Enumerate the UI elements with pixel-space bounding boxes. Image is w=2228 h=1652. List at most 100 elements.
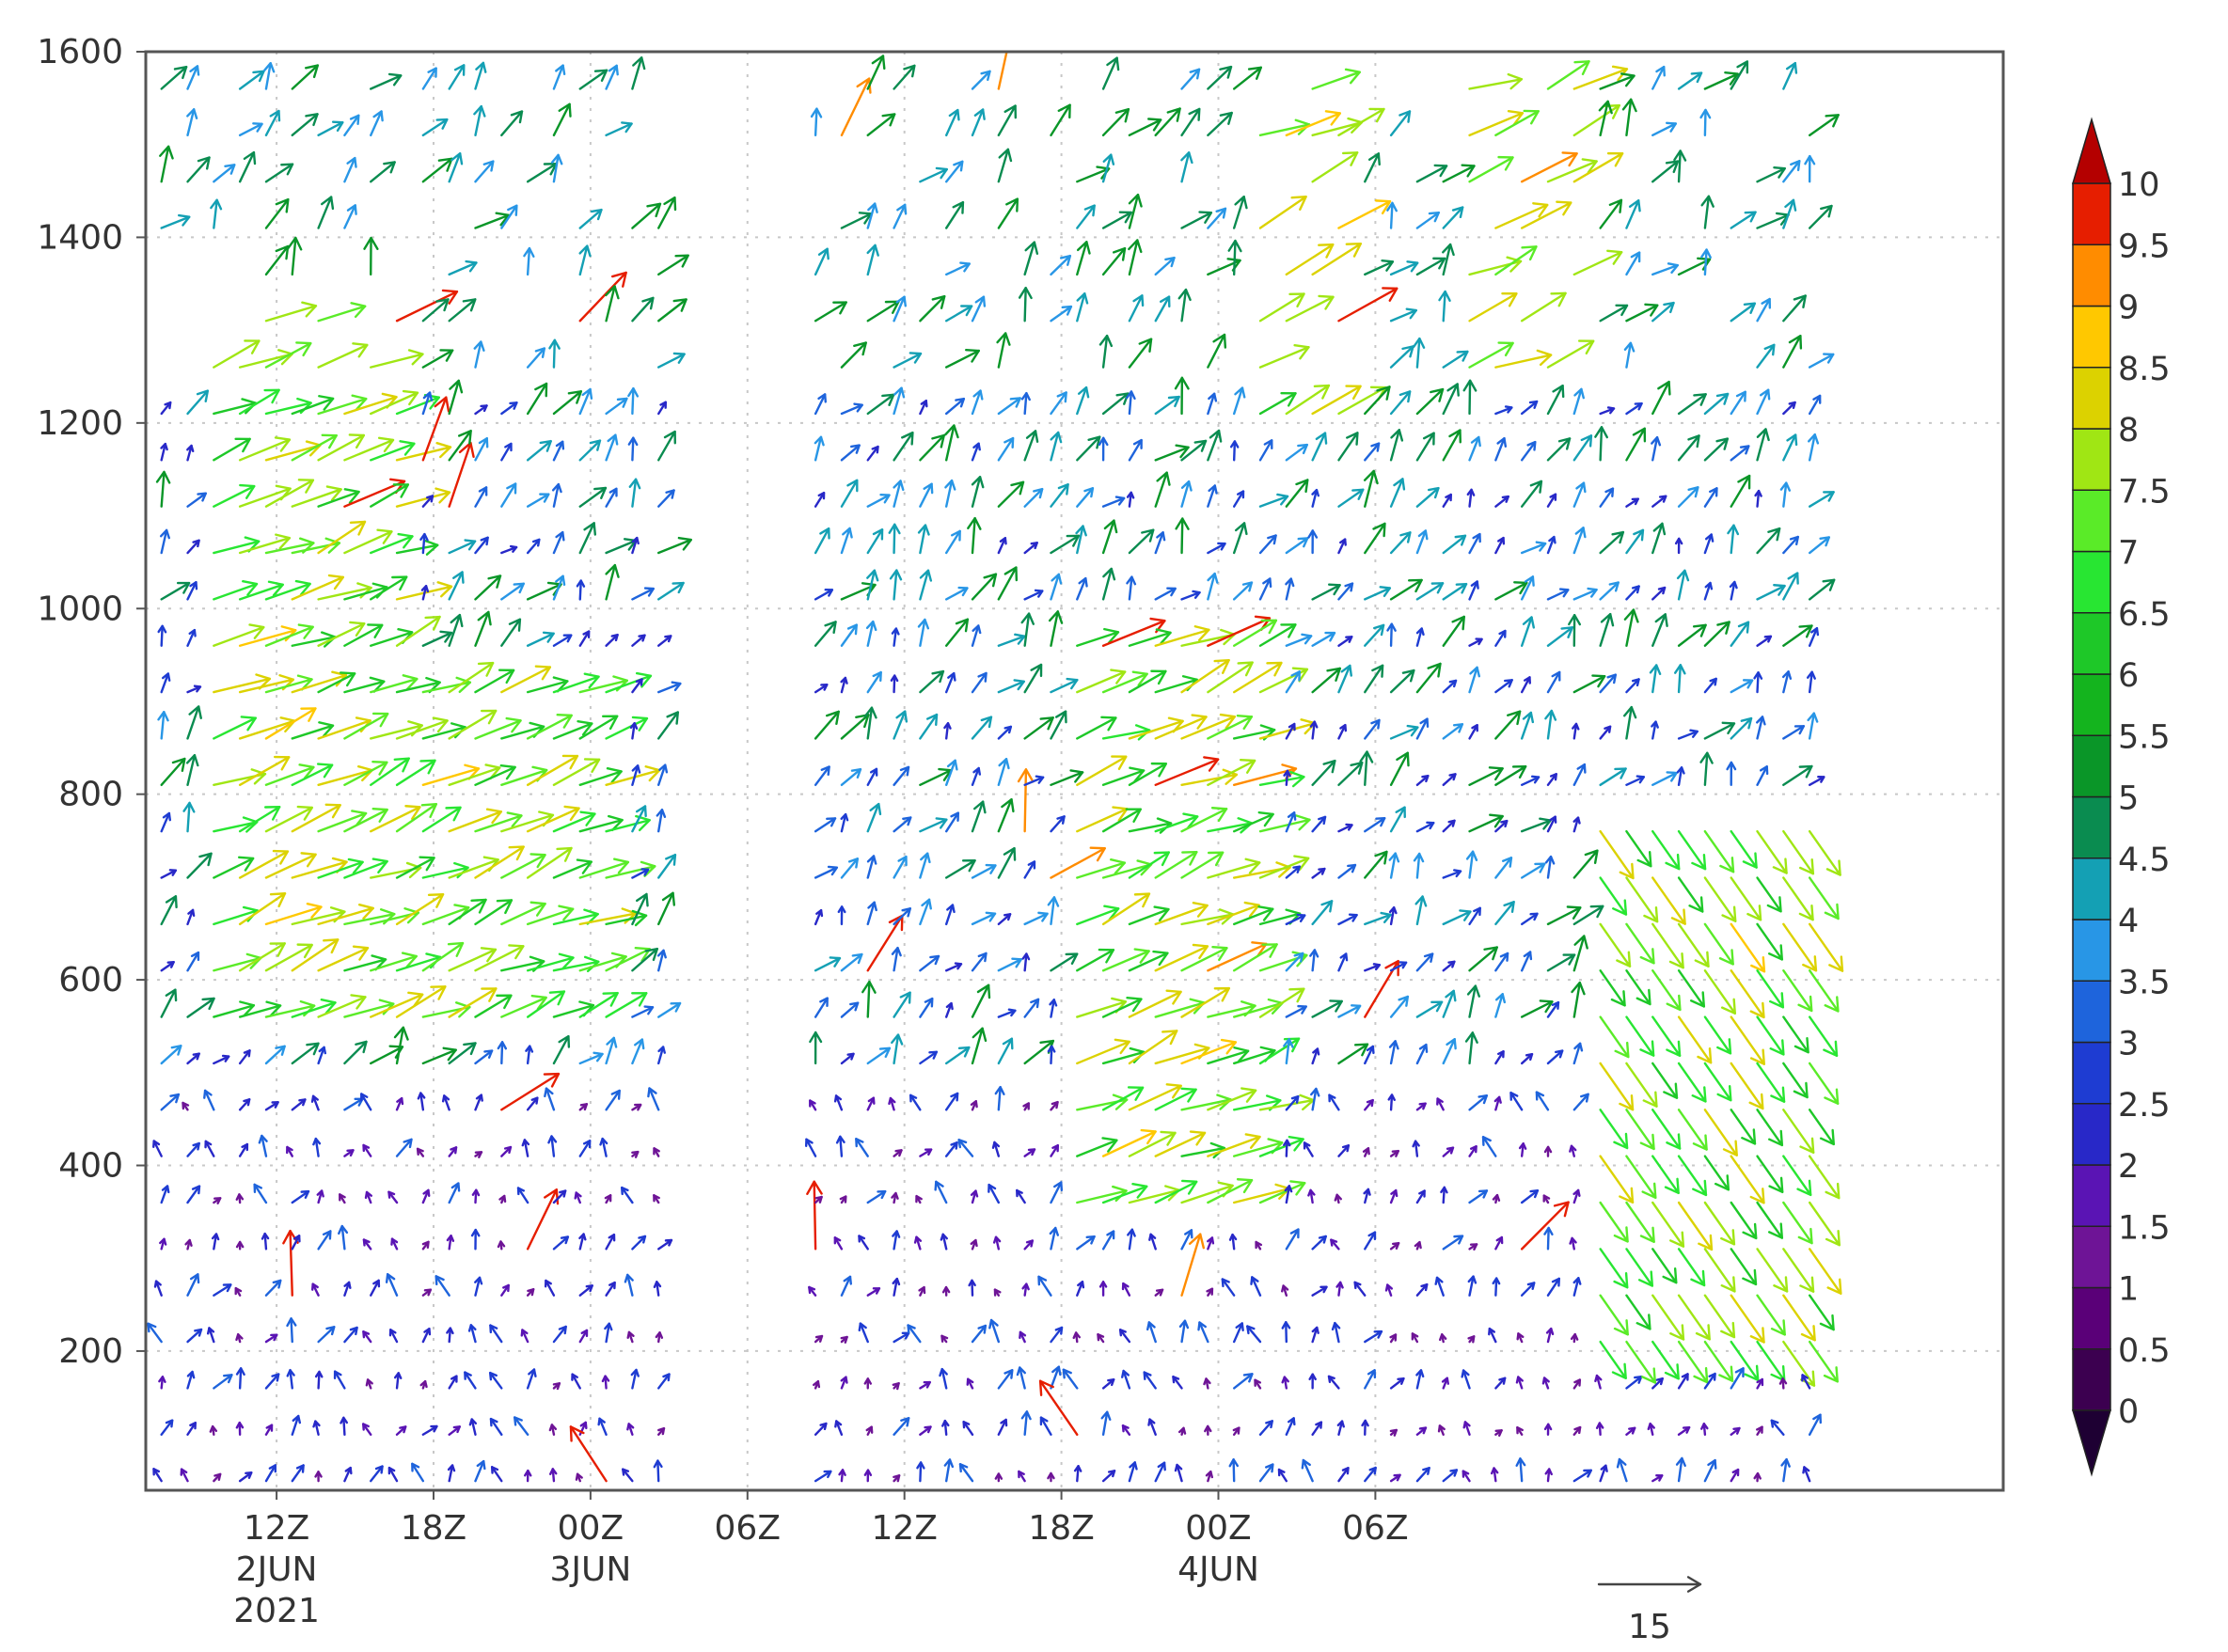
wind-vector (1174, 1463, 1183, 1483)
wind-vector (1756, 1425, 1763, 1436)
wind-vector (1494, 993, 1507, 1018)
wind-vector (997, 913, 1012, 926)
wind-vector (1364, 442, 1381, 462)
wind-vector (1677, 1340, 1709, 1384)
wind-vector (919, 817, 948, 833)
colorbar-label: 5 (2118, 780, 2139, 818)
wind-vector (1414, 1240, 1422, 1251)
wind-vector (238, 122, 263, 137)
wind-vector (991, 1141, 1001, 1157)
wind-vector (941, 1419, 950, 1436)
wind-vector (1128, 239, 1143, 276)
y-tick-label: 800 (58, 776, 123, 814)
wind-vector (514, 1416, 529, 1436)
wind-vector (448, 898, 487, 926)
wind-vector (1180, 68, 1201, 90)
wind-vector (317, 196, 335, 229)
wind-vector (893, 480, 905, 508)
wind-vector (447, 1464, 456, 1483)
wind-vector (1703, 1372, 1716, 1390)
wind-vector (420, 585, 430, 601)
wind-vector (1625, 1294, 1651, 1330)
wind-vector (1494, 764, 1527, 787)
wind-vector (340, 1416, 349, 1436)
wind-vector (1023, 430, 1039, 462)
wind-vector (1442, 1469, 1459, 1483)
wind-vector (238, 1471, 253, 1483)
wind-vector (810, 107, 823, 137)
wind-vector (1756, 1248, 1789, 1293)
wind-vector (1415, 1426, 1428, 1436)
wind-vector (858, 1235, 869, 1251)
wind-vector (370, 757, 410, 787)
wind-vector (657, 581, 685, 601)
wind-vector (500, 618, 522, 647)
wind-vector (552, 1382, 561, 1391)
wind-vector (1387, 1093, 1396, 1111)
wind-vector (1520, 616, 1535, 647)
wind-vector (838, 1469, 846, 1483)
wind-vector (370, 389, 419, 416)
wind-vector (160, 1045, 182, 1065)
wind-vector (1806, 670, 1816, 694)
wind-vector (1128, 193, 1143, 229)
wind-vector (343, 1466, 353, 1483)
wind-vector (264, 763, 315, 787)
wind-vector (1050, 254, 1072, 276)
wind-vector (1782, 624, 1813, 647)
wind-vector (1520, 400, 1539, 416)
wind-vector (1494, 857, 1513, 879)
wind-vector (1359, 750, 1374, 787)
wind-vector (1572, 1042, 1584, 1065)
wind-vector (1258, 814, 1311, 833)
wind-vector (370, 532, 414, 555)
wind-vector (814, 589, 834, 601)
wind-vector (601, 1375, 610, 1390)
wind-vector (264, 852, 317, 879)
wind-vector (157, 711, 169, 740)
wind-vector (473, 340, 485, 369)
wind-vector (1651, 1294, 1685, 1341)
wind-vector (1180, 713, 1236, 740)
wind-vector (1101, 1470, 1116, 1483)
wind-vector (186, 1328, 203, 1344)
wind-vector (526, 1368, 537, 1390)
wind-vector (919, 1050, 939, 1065)
wind-vector (1756, 829, 1788, 874)
wind-vector (1494, 405, 1513, 416)
wind-vector (997, 537, 1007, 555)
wind-vector (1808, 1015, 1839, 1058)
wind-vector (1175, 517, 1190, 555)
wind-vector (631, 634, 646, 647)
wind-vector (186, 1273, 200, 1297)
wind-vector (448, 260, 478, 276)
wind-vector (919, 294, 946, 323)
wind-vector (186, 444, 195, 462)
wind-vector (448, 987, 498, 1018)
wind-vector (1207, 392, 1218, 416)
wind-vector (1651, 1109, 1682, 1150)
wind-vector (1572, 1378, 1582, 1390)
wind-vector (186, 389, 210, 416)
wind-vector (1050, 305, 1073, 323)
wind-vector (605, 992, 648, 1018)
wind-vector (837, 905, 846, 926)
wind-vector (1442, 493, 1452, 508)
wind-vector (264, 244, 290, 276)
x-tick-label: 18Z (401, 1509, 466, 1548)
wind-vector (474, 811, 523, 833)
wind-vector (160, 1185, 170, 1204)
wind-vector (1205, 1470, 1213, 1483)
wind-vector (1076, 905, 1120, 926)
wind-vector (1730, 211, 1757, 229)
wind-vector (1101, 1128, 1157, 1157)
wind-vector (1154, 943, 1209, 972)
colorbar-label: 3.5 (2118, 964, 2171, 1001)
wind-vector (470, 1228, 481, 1251)
wind-vector (1154, 444, 1190, 462)
wind-vector (631, 892, 649, 926)
wind-vector (1232, 1426, 1240, 1436)
wind-vector (1727, 524, 1740, 555)
grid-lines (146, 52, 2003, 1490)
wind-vector (1337, 952, 1349, 972)
